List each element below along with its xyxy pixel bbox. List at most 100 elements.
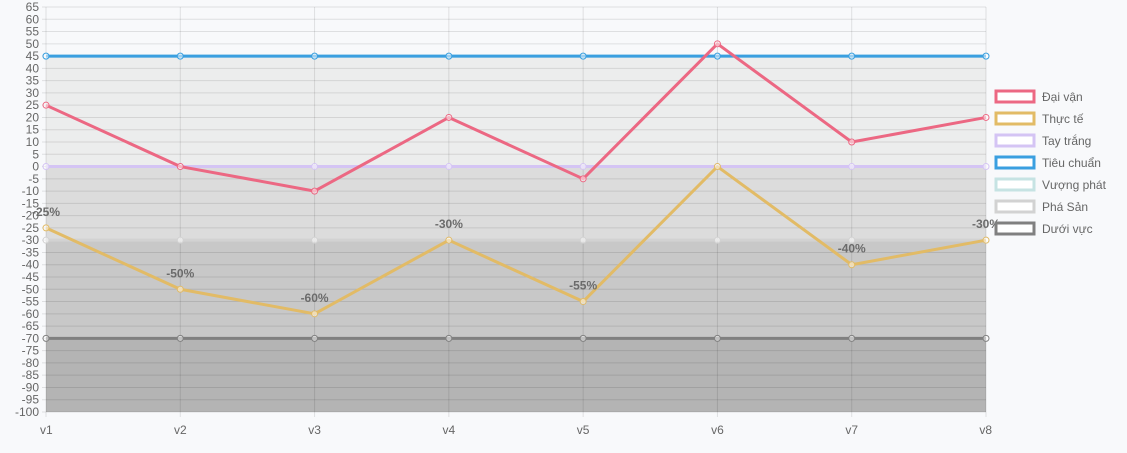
data-point (713, 236, 721, 244)
data-point (848, 52, 856, 60)
legend-item[interactable]: Đại vận (994, 89, 1083, 104)
data-point (311, 163, 319, 171)
data-label: -30% (972, 217, 1000, 231)
data-point (311, 236, 319, 244)
y-tick-label: 40 (26, 61, 40, 75)
data-point (445, 52, 453, 60)
x-tick-label: v3 (308, 423, 321, 437)
data-point (445, 163, 453, 171)
data-point (848, 334, 856, 342)
data-point (982, 52, 990, 60)
axes: -100-95-90-85-80-75-70-65-60-55-50-45-40… (15, 0, 992, 437)
data-point (713, 52, 721, 60)
y-tick-label: -90 (22, 380, 40, 394)
legend-item[interactable]: Vượng phát (994, 177, 1107, 192)
data-label: -30% (435, 217, 463, 231)
series-line (45, 165, 987, 316)
y-tick-label: -10 (22, 184, 40, 198)
legend-swatch (994, 221, 1036, 236)
y-tick-label: -85 (22, 368, 40, 382)
data-point (982, 113, 990, 121)
data-point (311, 187, 319, 195)
y-tick-label: 5 (32, 147, 39, 161)
legend-label: Phá Sản (1042, 200, 1088, 214)
y-tick-label: -60 (22, 307, 40, 321)
x-tick-label: v6 (711, 423, 724, 437)
legend-swatch (994, 89, 1036, 104)
legend-label: Tiêu chuẩn (1042, 156, 1101, 170)
data-point (42, 236, 50, 244)
legend-item[interactable]: Dưới vực (994, 221, 1093, 236)
legend-item[interactable]: Tiêu chuẩn (994, 155, 1101, 170)
legend-swatch (994, 133, 1036, 148)
series (42, 40, 990, 342)
data-point (42, 163, 50, 171)
data-point (176, 163, 184, 171)
data-point (579, 334, 587, 342)
data-point (445, 113, 453, 121)
series-line (45, 42, 987, 193)
data-point (848, 138, 856, 146)
data-point (713, 334, 721, 342)
y-tick-label: 35 (26, 74, 40, 88)
legend-label: Tay trắng (1042, 133, 1091, 148)
data-point (42, 224, 50, 232)
data-point (311, 310, 319, 318)
data-point (579, 163, 587, 171)
background-bands (46, 7, 986, 412)
data-point (445, 236, 453, 244)
x-tick-label: v2 (174, 423, 187, 437)
y-tick-label: -25 (22, 221, 40, 235)
data-label: -60% (301, 291, 329, 305)
data-labels: -25% -50% -60% -30% -55% -40% -30% (32, 205, 1000, 305)
data-label: -25% (32, 205, 60, 219)
data-point (982, 334, 990, 342)
legend-item[interactable]: Thực tế (994, 111, 1084, 126)
data-point (176, 334, 184, 342)
data-point (42, 52, 50, 60)
x-tick-label: v7 (845, 423, 858, 437)
y-tick-label: -5 (28, 172, 39, 186)
background-band (46, 240, 986, 339)
y-tick-label: -100 (15, 405, 39, 419)
data-point (848, 163, 856, 171)
background-band (46, 166, 986, 241)
y-tick-label: -30 (22, 233, 40, 247)
y-tick-label: -95 (22, 393, 40, 407)
y-tick-label: 55 (26, 25, 40, 39)
legend-label: Vượng phát (1042, 178, 1107, 192)
data-point (176, 52, 184, 60)
y-tick-label: -40 (22, 258, 40, 272)
legend-item[interactable]: Phá Sản (994, 199, 1088, 214)
legend-swatch (994, 155, 1036, 170)
legend[interactable]: Đại vận Thực tế Tay trắng Tiêu chuẩn Vượng p… (994, 89, 1107, 236)
y-tick-label: -55 (22, 295, 40, 309)
data-point (176, 285, 184, 293)
data-point (713, 163, 721, 171)
data-label: -50% (166, 266, 194, 280)
x-tick-label: v5 (577, 423, 590, 437)
data-point (848, 236, 856, 244)
y-tick-label: 45 (26, 49, 40, 63)
legend-swatch (994, 177, 1036, 192)
data-label: -40% (838, 242, 866, 256)
data-point (176, 236, 184, 244)
legend-swatch (994, 199, 1036, 214)
x-tick-label: v8 (979, 423, 992, 437)
y-tick-label: 20 (26, 110, 40, 124)
data-point (982, 236, 990, 244)
data-point (713, 40, 721, 48)
y-tick-label: -20 (22, 209, 40, 223)
data-point (579, 52, 587, 60)
data-point (579, 236, 587, 244)
grid (42, 6, 987, 417)
legend-item[interactable]: Tay trắng (994, 133, 1091, 148)
y-tick-label: 65 (26, 0, 40, 14)
y-tick-label: 25 (26, 98, 40, 112)
background-band (46, 7, 986, 57)
y-tick-label: -80 (22, 356, 40, 370)
data-point (579, 175, 587, 183)
x-tick-label: v4 (443, 423, 456, 437)
